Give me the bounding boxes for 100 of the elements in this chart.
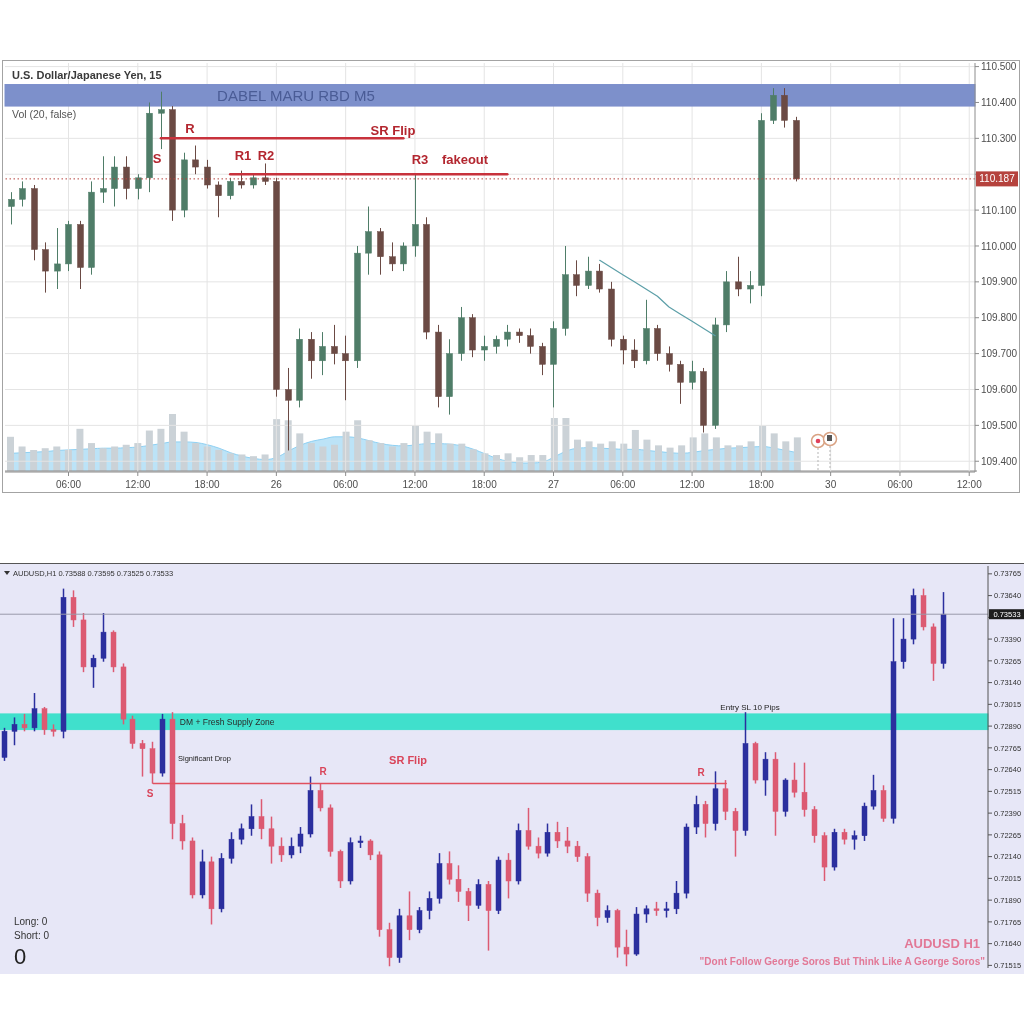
candlestick bbox=[258, 798, 265, 840]
candlestick bbox=[158, 91, 165, 150]
annotation: R2 bbox=[257, 147, 275, 163]
x-tick-label: 18:00 bbox=[194, 478, 221, 490]
bar bbox=[400, 443, 408, 471]
bar bbox=[504, 453, 512, 471]
candlestick bbox=[342, 335, 349, 401]
candlestick bbox=[620, 335, 627, 365]
candlestick bbox=[238, 822, 245, 846]
y-tick-label: 110.000 bbox=[981, 240, 1017, 252]
x-tick-label: 30 bbox=[825, 478, 837, 490]
annotation: R bbox=[185, 120, 196, 136]
candlestick bbox=[288, 836, 295, 860]
y-tick-label: 110.100 bbox=[981, 204, 1017, 216]
bar bbox=[331, 444, 338, 471]
bar bbox=[226, 453, 234, 471]
text: U.S. Dollar/Japanese Yen, 15 bbox=[12, 69, 162, 81]
candlestick bbox=[11, 716, 18, 746]
bar bbox=[192, 443, 200, 471]
candlestick bbox=[801, 761, 808, 818]
x-tick-label: 12:00 bbox=[956, 478, 983, 490]
bar bbox=[157, 428, 165, 471]
bar bbox=[122, 444, 130, 471]
bar bbox=[238, 454, 246, 471]
candlestick bbox=[673, 880, 680, 915]
y-tick-label: 109.500 bbox=[981, 419, 1018, 431]
candlestick bbox=[31, 692, 38, 733]
candlestick bbox=[308, 331, 315, 380]
x-tick-label: 06:00 bbox=[610, 478, 636, 490]
y-tick-label: 109.400 bbox=[981, 455, 1018, 467]
candlestick bbox=[248, 803, 255, 837]
candlestick bbox=[268, 815, 275, 865]
candlestick bbox=[278, 836, 285, 863]
y-tick-label: 109.600 bbox=[981, 384, 1018, 396]
candlestick bbox=[732, 807, 739, 858]
y-tick-label: 110.300 bbox=[981, 132, 1017, 144]
bar bbox=[782, 441, 790, 471]
x-tick-label: 06:00 bbox=[887, 478, 913, 490]
candlestick bbox=[42, 241, 49, 294]
bar bbox=[793, 437, 801, 471]
bar bbox=[631, 429, 639, 471]
candlestick bbox=[139, 739, 146, 778]
annotation: R3 bbox=[411, 151, 429, 167]
candlestick bbox=[527, 327, 534, 355]
candlestick bbox=[525, 807, 532, 851]
bar bbox=[666, 447, 674, 471]
candlestick bbox=[535, 836, 542, 860]
bar bbox=[169, 414, 176, 471]
bar bbox=[562, 417, 570, 471]
annotation: Short: 0 bbox=[14, 929, 50, 941]
bar bbox=[53, 446, 61, 471]
candlestick bbox=[574, 840, 581, 863]
annotation: SR Flip bbox=[370, 122, 416, 138]
band-label: DM + Fresh Supply Zone bbox=[179, 716, 275, 727]
bar bbox=[388, 446, 396, 471]
candlestick bbox=[596, 263, 603, 294]
candlestick bbox=[365, 206, 372, 276]
annotation: S bbox=[146, 787, 154, 799]
bar bbox=[747, 441, 755, 471]
annotation: Entry SL 10 Pips bbox=[720, 702, 780, 712]
annotation: 0 bbox=[14, 943, 27, 969]
candlestick bbox=[585, 256, 592, 290]
bar bbox=[446, 443, 454, 471]
bar bbox=[76, 428, 84, 471]
candlestick bbox=[455, 864, 462, 903]
candlestick bbox=[54, 227, 61, 290]
bar bbox=[585, 441, 593, 471]
candlestick bbox=[319, 331, 326, 376]
annotation: SR Flip bbox=[389, 754, 428, 766]
candlestick bbox=[100, 155, 107, 204]
candlestick bbox=[204, 159, 211, 190]
candlestick bbox=[179, 814, 186, 851]
candlestick bbox=[111, 155, 118, 208]
y-tick-label: 109.800 bbox=[981, 312, 1018, 324]
candlestick bbox=[262, 162, 269, 186]
x-tick-label: 12:00 bbox=[402, 478, 428, 490]
bar bbox=[469, 449, 477, 471]
candlestick bbox=[297, 826, 304, 854]
bar bbox=[145, 430, 153, 471]
bar bbox=[99, 448, 107, 471]
annotation: "Dont Follow George Soros But Think Like A George Soros" bbox=[699, 955, 986, 967]
candlestick bbox=[389, 241, 396, 272]
ref-line-label: 110.187 bbox=[979, 173, 1016, 185]
y-tick-label: 109.900 bbox=[981, 276, 1018, 288]
candlestick bbox=[623, 928, 630, 968]
candlestick bbox=[722, 779, 729, 821]
candlestick bbox=[367, 838, 374, 861]
candlestick bbox=[762, 751, 769, 797]
bar bbox=[296, 433, 304, 471]
bar bbox=[7, 436, 14, 471]
candlestick bbox=[689, 360, 696, 390]
bar bbox=[30, 449, 38, 471]
candlestick bbox=[481, 335, 488, 362]
annotation: fakeout bbox=[441, 151, 489, 167]
bar bbox=[770, 433, 778, 471]
candlestick bbox=[475, 878, 482, 910]
annotation: S bbox=[152, 150, 162, 166]
bar bbox=[88, 443, 95, 471]
bar bbox=[354, 420, 362, 471]
bar bbox=[319, 446, 327, 471]
